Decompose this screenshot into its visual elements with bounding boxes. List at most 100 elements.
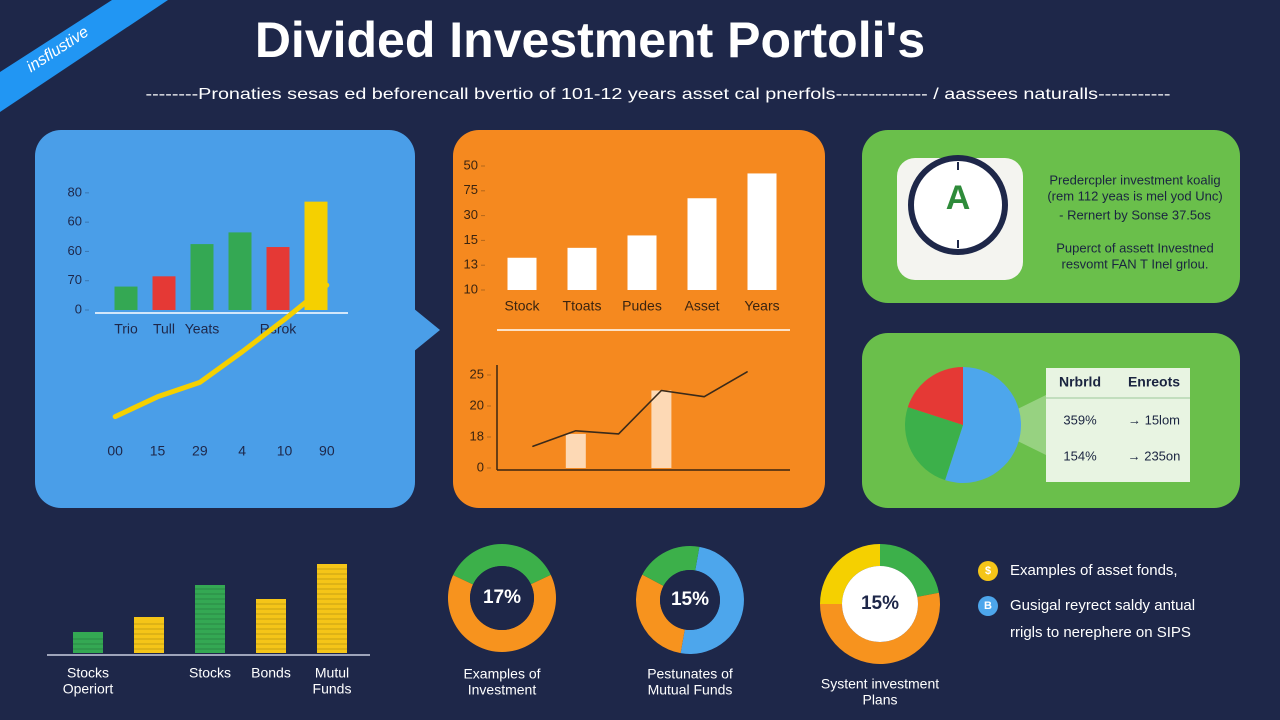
wedge <box>820 544 880 604</box>
x-tick-label: 10 <box>277 443 293 459</box>
bar <box>567 247 597 290</box>
wedge <box>880 544 939 597</box>
donut-hole <box>842 566 918 642</box>
x-tick-label: 15 <box>150 443 166 459</box>
bar <box>228 232 252 310</box>
center-label: 15% <box>861 593 899 614</box>
table-header: Enreots <box>1128 374 1180 390</box>
x-tick-label: Pudes <box>622 298 662 314</box>
chart-caption: Examples of <box>463 666 540 682</box>
x-tick-label: Funds <box>313 681 352 697</box>
y-tick-label: 13 <box>464 257 478 272</box>
center-label: 17% <box>483 587 521 608</box>
wedge <box>945 367 1021 483</box>
pie-table <box>1046 368 1190 482</box>
wedge <box>680 546 744 654</box>
panel <box>453 130 825 508</box>
subtitle: --------Pronaties sesas ed beforencall b… <box>146 86 1171 103</box>
chart-caption: Pestunates of <box>647 666 733 682</box>
bar <box>304 201 328 310</box>
bar <box>73 632 103 653</box>
x-tick-label: Mutul <box>315 665 349 681</box>
y-tick-label: 75 <box>464 182 478 197</box>
bar <box>256 599 286 653</box>
table-cell: → 235on <box>1128 448 1181 463</box>
table-cell: 154% <box>1063 448 1097 463</box>
table-header: Nrbrld <box>1059 374 1101 390</box>
bar <box>747 173 777 290</box>
wedge <box>820 592 940 664</box>
bar <box>627 235 657 290</box>
bar <box>687 198 717 290</box>
x-tick-label: Yeats <box>185 321 220 337</box>
y-tick-label: 20 <box>470 397 484 412</box>
info-line: - Rernert by Sonse 37.5os <box>1059 207 1211 222</box>
clock-icon <box>908 155 1008 255</box>
x-tick-label: 90 <box>319 443 335 459</box>
y-tick-label: 50 <box>464 157 478 172</box>
x-tick-label: 4 <box>238 443 246 459</box>
center-label: 15% <box>671 589 709 610</box>
y-tick-label: 0 <box>477 459 484 474</box>
bar <box>134 617 164 653</box>
bar <box>317 564 347 653</box>
bar <box>651 390 672 468</box>
line <box>112 282 330 420</box>
bar <box>190 244 214 310</box>
bar <box>507 257 537 290</box>
page-title: Divided Investment Portoli's <box>255 12 925 68</box>
legend-note: Gusigal reyrect saldy antual <box>1010 597 1195 614</box>
chart-caption: Investment <box>468 682 537 698</box>
bar <box>195 585 225 653</box>
table-cell: 359% <box>1063 412 1097 427</box>
chart-caption: Plans <box>862 692 897 708</box>
x-tick-label: Stocks <box>189 665 231 681</box>
y-tick-label: 80 <box>68 184 82 199</box>
y-tick-label: 60 <box>68 243 82 258</box>
legend-note: rrigls to nerephere on SIPS <box>1010 624 1191 641</box>
bar <box>565 433 586 468</box>
x-tick-label: Operiort <box>63 681 114 697</box>
donut-hole <box>470 566 534 630</box>
wedge <box>636 574 685 654</box>
wedge <box>453 544 551 585</box>
bar <box>114 286 138 310</box>
table-cell: → 15lom <box>1128 412 1180 427</box>
legend-icon-label: $ <box>985 565 991 577</box>
panel <box>35 130 415 508</box>
wedge <box>907 367 963 425</box>
chart-caption: Mutual Funds <box>648 682 733 698</box>
x-tick-label: Stocks <box>67 665 109 681</box>
panel-pointer <box>413 308 440 352</box>
y-tick-label: 60 <box>68 214 82 229</box>
info-line: (rem 112 yeas is mel yod Unc) <box>1047 188 1222 203</box>
wedge <box>447 574 556 653</box>
legend-icon-label: B <box>984 600 992 612</box>
x-tick-label: Bonds <box>251 665 291 681</box>
line <box>532 371 748 448</box>
x-tick-label: Asset <box>684 298 719 314</box>
legend-icon <box>978 561 998 581</box>
y-tick-label: 25 <box>470 366 484 381</box>
legend-note: Examples of asset fonds, <box>1010 562 1178 579</box>
x-tick-label: 29 <box>192 443 208 459</box>
bar <box>152 276 176 310</box>
x-tick-label: Years <box>744 298 779 314</box>
info-line: Predercpler investment koalig <box>1049 172 1220 187</box>
info-line: Puperct of assett Investned <box>1056 240 1214 255</box>
x-tick-label: Trio <box>114 321 138 337</box>
y-tick-label: 15 <box>464 232 478 247</box>
y-tick-label: 18 <box>470 428 484 443</box>
wedge <box>642 546 700 586</box>
bar <box>266 247 290 310</box>
legend-icon <box>978 596 998 616</box>
x-tick-label: 00 <box>107 443 123 459</box>
corner-ribbon <box>0 0 168 112</box>
y-tick-label: 70 <box>68 272 82 287</box>
x-tick-label: Tull <box>153 321 175 337</box>
x-tick-label: Stock <box>504 298 540 314</box>
chart-caption: Systent investment <box>821 676 939 692</box>
